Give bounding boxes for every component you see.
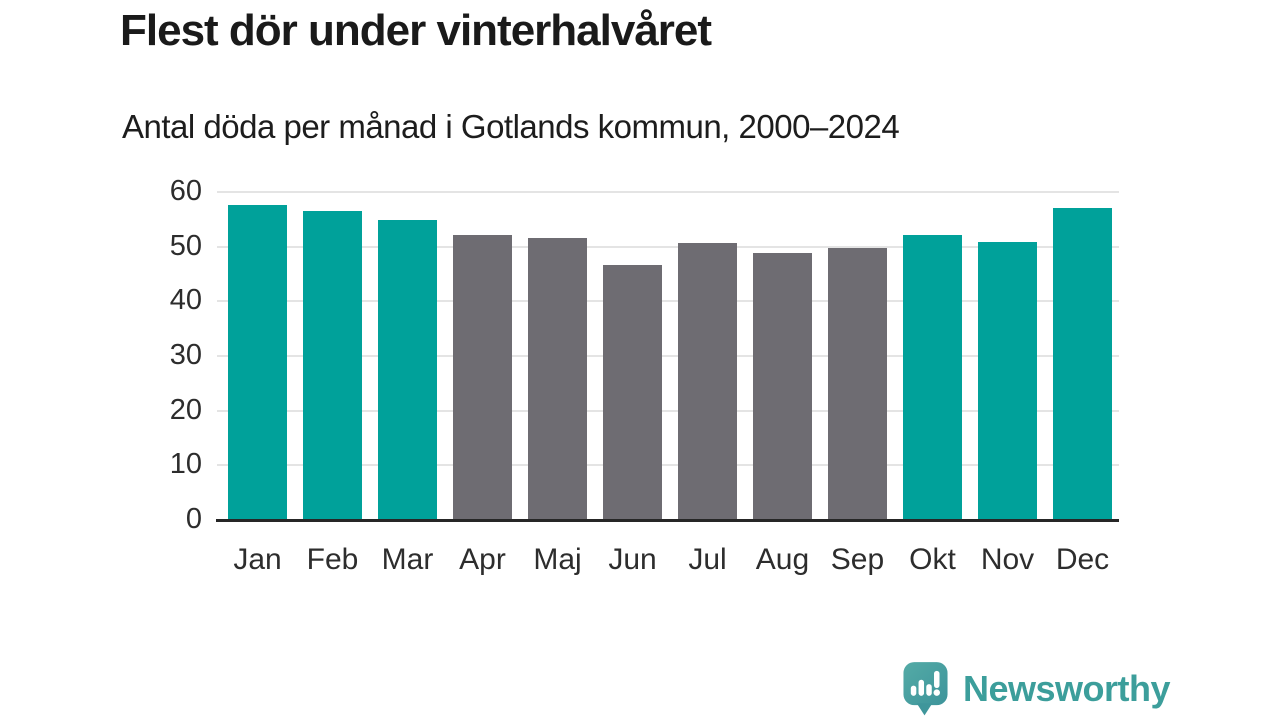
gridline-y20 (217, 409, 1119, 412)
gridline-y10 (217, 464, 1119, 467)
newsworthy-logo: Newsworthy (902, 660, 1171, 717)
gridline-y60 (217, 191, 1119, 193)
y-axis-tick-label: 60 (169, 174, 202, 207)
bar-apr (453, 234, 512, 520)
gridline-y50 (217, 245, 1119, 248)
x-axis-tick-label: Nov (980, 543, 1035, 576)
x-axis-tick-label: Apr (459, 543, 506, 576)
bar-dec (1053, 207, 1112, 520)
bar-jul (678, 243, 737, 520)
bar-jun (603, 265, 662, 520)
bar-maj (528, 238, 587, 520)
x-axis-line (216, 518, 1119, 522)
x-axis-tick-label: Okt (909, 543, 956, 576)
bar-nov (978, 241, 1037, 520)
newsworthy-logo-text: Newsworthy (963, 667, 1171, 709)
newsworthy-logo-icon (903, 662, 948, 716)
x-axis-tick-label: Sep (830, 543, 885, 576)
x-axis-tick-label: Dec (1055, 543, 1110, 576)
y-axis-tick-label: 40 (169, 284, 202, 317)
bar-okt (903, 234, 962, 520)
gridline-y40 (217, 300, 1119, 303)
x-axis-tick-label: Jun (608, 543, 657, 576)
y-axis-tick-label: 30 (169, 338, 202, 371)
gridline-y30 (217, 355, 1119, 357)
x-axis-tick-label: Mar (381, 543, 434, 576)
bar-mar (378, 219, 437, 520)
y-axis-tick-label: 10 (169, 448, 202, 481)
x-axis-tick-label: Jul (688, 543, 727, 576)
x-axis-tick-label: Aug (755, 543, 810, 576)
y-axis-tick-label: 0 (185, 502, 202, 535)
bar-sep (828, 248, 887, 520)
x-axis-tick-label: Jan (233, 543, 282, 576)
chart-subtitle: Antal döda per månad i Gotlands kommun, … (122, 108, 900, 145)
x-axis-tick-label: Feb (306, 543, 359, 576)
y-axis-tick-label: 20 (169, 393, 202, 426)
page-title: Flest dör under vinterhalvåret (120, 6, 712, 55)
x-axis-tick-label: Maj (533, 543, 582, 576)
bar-aug (753, 252, 812, 520)
bar-jan (228, 204, 287, 520)
bar-feb (303, 210, 362, 520)
y-axis-tick-label: 50 (169, 229, 202, 262)
